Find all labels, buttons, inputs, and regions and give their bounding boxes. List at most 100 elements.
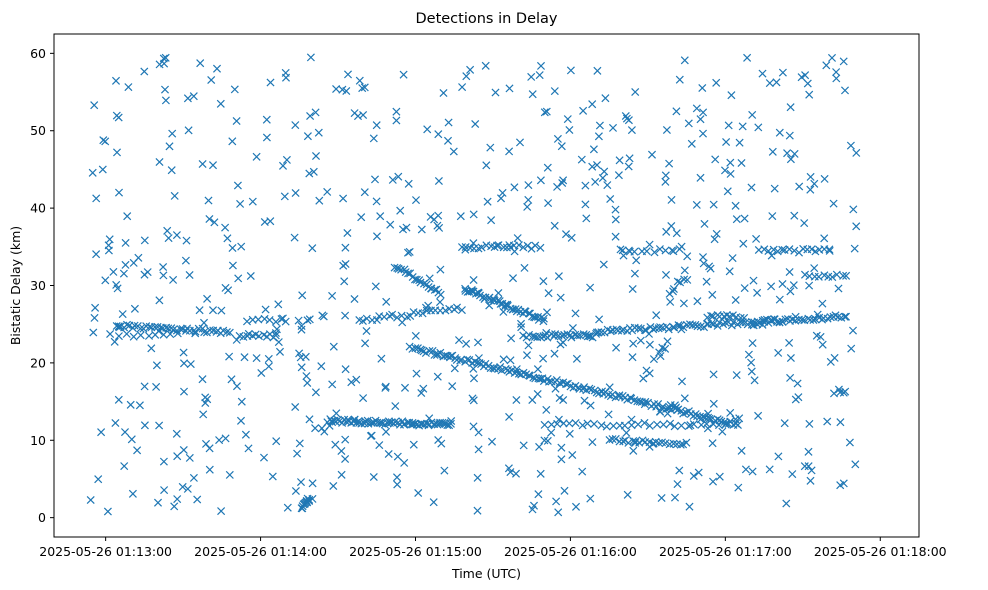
scatter-point [544,289,553,298]
scatter-point [670,401,680,410]
plot-frame [53,33,920,538]
scatter-point [339,194,348,203]
scatter-point [232,116,241,126]
scatter-point [403,248,413,257]
scatter-point [398,318,407,327]
scatter-point [839,388,848,397]
scatter-point [350,415,359,424]
scatter-point [498,188,507,197]
scatter-point [523,241,532,250]
scatter-point [656,352,665,361]
scatter-point [371,282,380,291]
scatter-point [839,57,848,66]
scatter-point [669,247,678,256]
scatter-point [785,245,794,254]
scatter-point [625,154,634,163]
scatter-point [328,291,337,300]
scatter-point [111,76,121,85]
scatter-point [586,494,595,503]
scatter-point [281,68,290,77]
scatter-point [446,419,455,428]
scatter-point [205,465,214,474]
scatter-point [557,455,566,464]
scatter-point [727,91,736,100]
scatter-point [676,278,685,287]
scatter-point [674,321,683,330]
scatter-point [462,72,471,81]
scatter-point [826,357,835,366]
scatter-point [719,320,728,329]
scatter-point [424,301,433,310]
scatter-point [591,177,600,186]
scatter-point [666,419,675,428]
scatter-point [733,420,742,430]
scatter-point [773,247,782,256]
scatter-point [740,313,749,322]
scatter-point [605,435,614,445]
scatter-point [128,489,137,498]
scatter-point [474,354,483,363]
scatter-point [542,405,551,414]
y-tick-label: 20 [30,355,46,370]
scatter-point [820,234,829,243]
scatter-point [161,96,170,105]
scatter-point [272,437,281,446]
scatter-point [425,274,434,283]
scatter-point [115,323,124,332]
scatter-point [329,342,338,351]
scatter-point [536,332,545,341]
scatter-point [739,239,748,248]
scatter-point [551,384,560,393]
scatter-point [540,436,549,445]
scatter-point [696,415,705,424]
scatter-point [558,178,567,188]
scatter-point [223,234,232,243]
scatter-point [542,328,551,337]
scatter-point [652,311,661,320]
scatter-point [579,106,588,115]
scatter-point [199,410,208,419]
scatter-point [195,306,204,315]
scatter-point [225,470,234,479]
scatter-point [754,411,763,420]
scatter-point [560,330,569,339]
scatter-point [715,472,724,481]
scatter-point [337,470,346,479]
scatter-point [707,311,716,320]
scatter-point [533,312,543,321]
scatter-point [571,502,581,511]
scatter-point [550,87,559,96]
scatter-point [426,212,435,221]
scatter-point [413,344,422,353]
scatter-point [672,107,681,116]
scatter-point [246,271,255,281]
scatter-point [499,307,508,316]
scatter-point [114,113,123,122]
scatter-point [641,397,650,406]
scatter-point [586,401,595,410]
scatter-point [208,306,218,315]
scatter-point [458,83,467,92]
scatter-point [547,428,556,437]
scatter-point [563,115,572,124]
scatter-point [404,179,413,188]
scatter-point [114,188,124,197]
scatter-point [112,280,121,289]
scatter-point [748,339,757,348]
scatter-point [743,53,752,62]
scatter-point [557,142,566,151]
scatter-point [298,291,307,300]
scatter-point [533,333,542,342]
scatter-point [486,143,495,152]
scatter-point [741,465,750,474]
scatter-point [778,279,787,289]
scatter-point [375,418,384,427]
scatter-point [165,142,174,151]
scatter-point [155,60,164,69]
scatter-point [350,294,359,304]
scatter-point [236,199,245,208]
scatter-point [661,344,670,353]
scatter-point [767,282,776,291]
scatter-point [786,373,795,382]
scatter-point [376,212,385,221]
